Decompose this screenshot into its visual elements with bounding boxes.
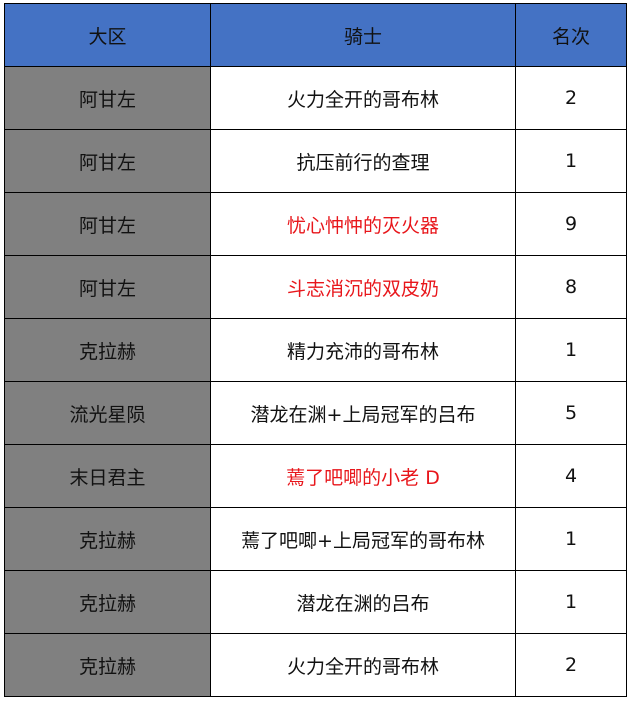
rank-cell: 4 xyxy=(515,444,627,508)
knight-cell: 精力充沛的哥布林 xyxy=(210,318,516,382)
region-cell: 克拉赫 xyxy=(4,318,211,382)
region-cell: 阿甘左 xyxy=(4,255,211,319)
knight-cell: 潜龙在渊+上局冠军的吕布 xyxy=(210,381,516,445)
ranking-table: 大区 骑士 名次 阿甘左 火力全开的哥布林 2 阿甘左 抗压前行的查理 1 阿甘左 忧心忡忡的… xyxy=(4,3,627,697)
table-row: 阿甘左 斗志消沉的双皮奶 8 xyxy=(4,255,627,319)
rank-cell: 8 xyxy=(515,255,627,319)
knight-cell: 忧心忡忡的灭火器 xyxy=(210,192,516,256)
rank-cell: 2 xyxy=(515,66,627,130)
rank-cell: 1 xyxy=(515,318,627,382)
table-row: 阿甘左 忧心忡忡的灭火器 9 xyxy=(4,192,627,256)
knight-cell: 蔫了吧唧的小老 D xyxy=(210,444,516,508)
region-cell: 克拉赫 xyxy=(4,570,211,634)
region-cell: 末日君主 xyxy=(4,444,211,508)
header-knight: 骑士 xyxy=(210,3,516,67)
region-cell: 阿甘左 xyxy=(4,129,211,193)
header-region: 大区 xyxy=(4,3,211,67)
table-row: 克拉赫 蔫了吧唧+上局冠军的哥布林 1 xyxy=(4,507,627,571)
rank-cell: 1 xyxy=(515,570,627,634)
rank-cell: 1 xyxy=(515,129,627,193)
rank-cell: 1 xyxy=(515,507,627,571)
table-row: 流光星陨 潜龙在渊+上局冠军的吕布 5 xyxy=(4,381,627,445)
rank-cell: 9 xyxy=(515,192,627,256)
region-cell: 克拉赫 xyxy=(4,633,211,697)
region-cell: 流光星陨 xyxy=(4,381,211,445)
header-row: 大区 骑士 名次 xyxy=(4,3,627,67)
knight-cell: 斗志消沉的双皮奶 xyxy=(210,255,516,319)
knight-cell: 蔫了吧唧+上局冠军的哥布林 xyxy=(210,507,516,571)
rank-cell: 2 xyxy=(515,633,627,697)
header-rank: 名次 xyxy=(515,3,627,67)
knight-cell: 抗压前行的查理 xyxy=(210,129,516,193)
knight-cell: 火力全开的哥布林 xyxy=(210,66,516,130)
table-row: 阿甘左 抗压前行的查理 1 xyxy=(4,129,627,193)
table-row: 克拉赫 潜龙在渊的吕布 1 xyxy=(4,570,627,634)
table-row: 阿甘左 火力全开的哥布林 2 xyxy=(4,66,627,130)
table-row: 克拉赫 火力全开的哥布林 2 xyxy=(4,633,627,697)
rank-cell: 5 xyxy=(515,381,627,445)
region-cell: 阿甘左 xyxy=(4,66,211,130)
region-cell: 阿甘左 xyxy=(4,192,211,256)
knight-cell: 潜龙在渊的吕布 xyxy=(210,570,516,634)
table-row: 克拉赫 精力充沛的哥布林 1 xyxy=(4,318,627,382)
region-cell: 克拉赫 xyxy=(4,507,211,571)
knight-cell: 火力全开的哥布林 xyxy=(210,633,516,697)
